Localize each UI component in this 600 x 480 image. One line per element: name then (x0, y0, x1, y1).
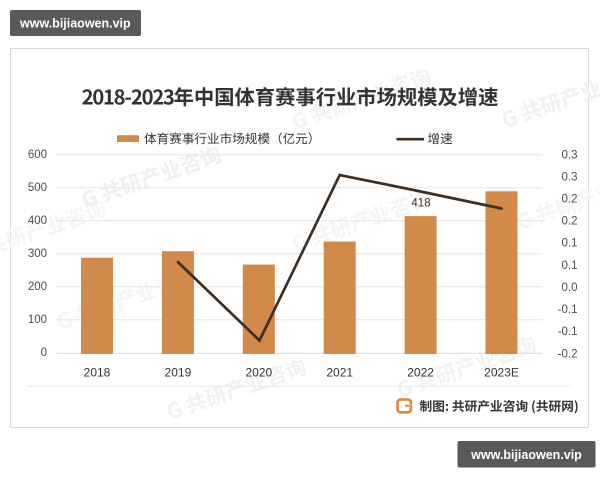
svg-text:418: 418 (411, 198, 430, 210)
svg-text:-0.2: -0.2 (558, 348, 578, 360)
svg-text:600: 600 (28, 149, 47, 161)
svg-text:0.3: 0.3 (562, 149, 578, 161)
svg-text:100: 100 (28, 314, 47, 326)
svg-text:0.0: 0.0 (562, 282, 578, 294)
svg-text:www.bijiaowen.vip: www.bijiaowen.vip (470, 448, 582, 462)
svg-text:300: 300 (28, 248, 47, 260)
svg-text:200: 200 (28, 281, 47, 293)
svg-text:2023E: 2023E (484, 366, 519, 380)
svg-text:2019: 2019 (165, 366, 192, 380)
svg-text:400: 400 (28, 215, 47, 227)
svg-text:2018: 2018 (84, 366, 111, 380)
svg-text:www.bijiaowen.vip: www.bijiaowen.vip (19, 17, 131, 31)
svg-text:0.2: 0.2 (562, 194, 578, 206)
svg-text:-0.1: -0.1 (558, 326, 578, 338)
svg-text:0.2: 0.2 (562, 216, 578, 228)
svg-text:2020: 2020 (245, 366, 272, 380)
svg-text:0.3: 0.3 (562, 171, 578, 183)
svg-text:2021: 2021 (326, 366, 353, 380)
svg-text:0: 0 (41, 347, 47, 359)
svg-text:0.1: 0.1 (562, 238, 578, 250)
svg-text:500: 500 (28, 182, 47, 194)
svg-text:0.1: 0.1 (562, 260, 578, 272)
svg-text:-0.1: -0.1 (558, 304, 578, 316)
svg-text:2022: 2022 (407, 366, 434, 380)
